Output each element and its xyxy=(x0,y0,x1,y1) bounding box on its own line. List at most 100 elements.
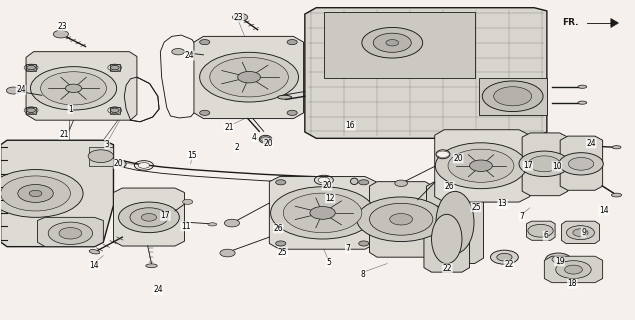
Circle shape xyxy=(362,28,423,58)
Circle shape xyxy=(357,197,446,242)
Text: 25: 25 xyxy=(471,203,481,212)
Text: 14: 14 xyxy=(90,261,99,270)
Circle shape xyxy=(493,87,531,106)
Ellipse shape xyxy=(612,146,621,149)
Circle shape xyxy=(565,265,582,274)
Polygon shape xyxy=(26,52,137,120)
Polygon shape xyxy=(370,182,433,257)
Text: 21: 21 xyxy=(224,123,234,132)
Text: 7: 7 xyxy=(345,244,351,253)
Circle shape xyxy=(359,241,369,246)
Circle shape xyxy=(199,110,210,116)
Circle shape xyxy=(260,137,271,142)
Circle shape xyxy=(1,176,70,211)
Polygon shape xyxy=(479,78,547,116)
Circle shape xyxy=(359,180,369,185)
Polygon shape xyxy=(90,147,114,166)
Circle shape xyxy=(528,224,553,237)
Text: 17: 17 xyxy=(161,211,170,220)
Circle shape xyxy=(48,222,93,244)
Ellipse shape xyxy=(351,178,358,185)
Polygon shape xyxy=(560,136,603,190)
Circle shape xyxy=(119,202,179,233)
Circle shape xyxy=(210,57,288,97)
Text: 4: 4 xyxy=(251,132,257,141)
Circle shape xyxy=(276,241,286,246)
Ellipse shape xyxy=(578,85,587,88)
Circle shape xyxy=(88,150,114,163)
Ellipse shape xyxy=(277,95,291,99)
Circle shape xyxy=(310,206,335,219)
Circle shape xyxy=(110,108,119,113)
Polygon shape xyxy=(324,12,474,78)
Circle shape xyxy=(142,213,157,221)
Polygon shape xyxy=(124,77,159,122)
Text: 20: 20 xyxy=(322,181,332,190)
Text: 6: 6 xyxy=(543,231,548,240)
Text: 23: 23 xyxy=(234,13,243,22)
Text: 22: 22 xyxy=(504,260,514,269)
Circle shape xyxy=(110,65,119,70)
Text: 20: 20 xyxy=(264,139,273,148)
Ellipse shape xyxy=(432,214,462,264)
Text: 16: 16 xyxy=(345,121,355,130)
Ellipse shape xyxy=(612,193,622,197)
Circle shape xyxy=(373,33,411,52)
Text: 26: 26 xyxy=(274,224,283,233)
Polygon shape xyxy=(561,221,599,244)
Circle shape xyxy=(172,49,184,55)
Polygon shape xyxy=(526,221,555,240)
Circle shape xyxy=(390,213,413,225)
Polygon shape xyxy=(544,256,603,283)
Circle shape xyxy=(30,67,117,110)
Circle shape xyxy=(237,71,260,83)
Circle shape xyxy=(287,110,297,116)
Text: 14: 14 xyxy=(599,206,609,215)
Text: 5: 5 xyxy=(326,258,331,267)
Circle shape xyxy=(65,84,82,92)
Polygon shape xyxy=(194,36,304,119)
Text: 19: 19 xyxy=(555,257,565,266)
Circle shape xyxy=(436,143,526,189)
Text: 22: 22 xyxy=(443,264,452,273)
Circle shape xyxy=(395,180,408,187)
Text: 20: 20 xyxy=(453,154,463,163)
Text: 11: 11 xyxy=(181,222,190,231)
Circle shape xyxy=(370,203,433,235)
Ellipse shape xyxy=(259,135,272,143)
Circle shape xyxy=(287,40,297,45)
Circle shape xyxy=(199,52,298,102)
Polygon shape xyxy=(110,108,120,114)
Text: 7: 7 xyxy=(519,212,524,221)
Circle shape xyxy=(497,253,512,261)
Circle shape xyxy=(276,180,286,185)
Polygon shape xyxy=(424,206,469,272)
Circle shape xyxy=(220,249,235,257)
Polygon shape xyxy=(37,217,104,247)
Polygon shape xyxy=(427,182,483,264)
Text: 12: 12 xyxy=(325,194,335,203)
Text: 20: 20 xyxy=(114,159,123,168)
Ellipse shape xyxy=(119,161,126,167)
Circle shape xyxy=(232,13,248,21)
Ellipse shape xyxy=(146,264,157,268)
Circle shape xyxy=(283,193,362,233)
Circle shape xyxy=(469,160,492,172)
Polygon shape xyxy=(26,64,36,71)
Polygon shape xyxy=(435,130,530,202)
Text: 23: 23 xyxy=(58,22,67,31)
Polygon shape xyxy=(1,140,114,247)
Circle shape xyxy=(566,226,594,240)
Circle shape xyxy=(224,219,239,227)
Circle shape xyxy=(573,229,588,236)
Circle shape xyxy=(448,149,514,182)
Circle shape xyxy=(528,156,560,172)
Polygon shape xyxy=(26,108,36,114)
Circle shape xyxy=(490,250,518,264)
Text: 1: 1 xyxy=(68,105,73,114)
Text: 3: 3 xyxy=(105,140,110,148)
Circle shape xyxy=(27,65,36,70)
Circle shape xyxy=(6,87,20,94)
Polygon shape xyxy=(114,188,184,246)
Circle shape xyxy=(29,190,42,197)
